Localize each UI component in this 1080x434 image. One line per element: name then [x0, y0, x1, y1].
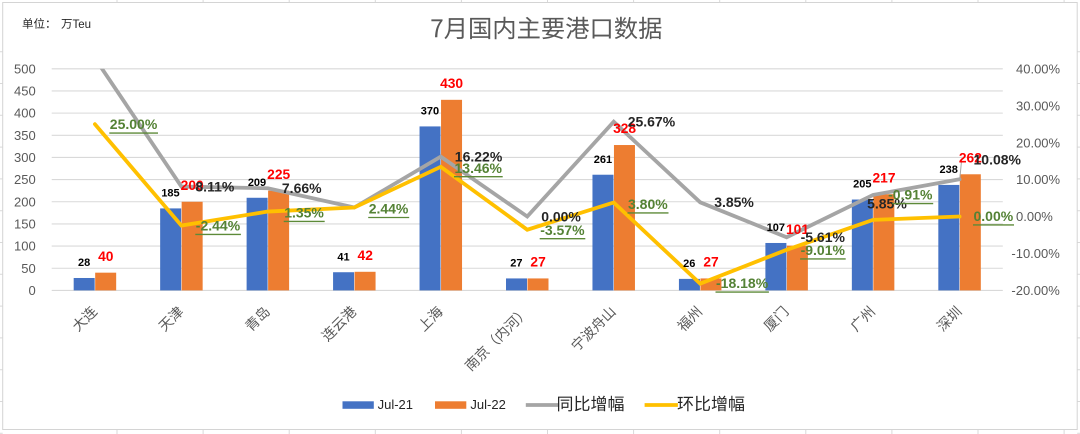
svg-text:16.22%: 16.22% [455, 148, 503, 164]
svg-text:28: 28 [78, 257, 90, 269]
svg-text:200: 200 [181, 178, 204, 193]
svg-text:261: 261 [594, 154, 612, 166]
svg-text:238: 238 [940, 164, 958, 176]
svg-text:350: 350 [14, 128, 36, 143]
svg-text:1.35%: 1.35% [284, 205, 324, 221]
svg-text:26: 26 [683, 258, 695, 270]
svg-text:40: 40 [98, 249, 114, 264]
svg-text:41: 41 [337, 251, 349, 263]
svg-text:Jul-21: Jul-21 [378, 397, 413, 412]
svg-text:450: 450 [14, 84, 36, 99]
svg-text:328: 328 [613, 121, 636, 136]
svg-text:-9.01%: -9.01% [801, 242, 846, 258]
svg-text:-2.44%: -2.44% [196, 218, 241, 234]
svg-text:27: 27 [530, 255, 546, 270]
svg-text:10.08%: 10.08% [974, 151, 1022, 167]
svg-text:Jul-22: Jul-22 [470, 397, 505, 412]
svg-text:262: 262 [959, 151, 982, 166]
svg-text:300: 300 [14, 150, 36, 165]
svg-text:400: 400 [14, 106, 36, 121]
svg-text:25.00%: 25.00% [110, 116, 158, 132]
svg-text:107: 107 [767, 222, 785, 234]
svg-text:209: 209 [248, 177, 266, 189]
svg-text:101: 101 [786, 222, 809, 237]
svg-text:50: 50 [21, 261, 35, 276]
svg-text:-20.00%: -20.00% [1011, 283, 1060, 298]
svg-text:40.00%: 40.00% [1016, 61, 1061, 76]
svg-text:13.46%: 13.46% [455, 160, 503, 176]
svg-text:500: 500 [14, 61, 36, 76]
svg-text:20.00%: 20.00% [1016, 135, 1061, 150]
svg-text:5.85%: 5.85% [867, 195, 907, 211]
svg-text:217: 217 [872, 170, 895, 185]
svg-text:205: 205 [853, 179, 871, 191]
svg-text:Teu: Teu [73, 19, 92, 31]
svg-text:42: 42 [358, 248, 374, 263]
svg-text:2.44%: 2.44% [369, 201, 409, 217]
svg-text:0.00%: 0.00% [974, 208, 1014, 224]
svg-text:-0.91%: -0.91% [888, 187, 933, 203]
svg-text:30.00%: 30.00% [1016, 98, 1061, 113]
svg-text:-18.18%: -18.18% [716, 275, 769, 291]
svg-text:27: 27 [510, 258, 522, 270]
svg-text:250: 250 [14, 172, 36, 187]
svg-text:10.00%: 10.00% [1016, 172, 1061, 187]
svg-text:200: 200 [14, 194, 36, 209]
svg-text:100: 100 [14, 239, 36, 254]
svg-text:185: 185 [161, 188, 179, 200]
svg-text:3.80%: 3.80% [628, 196, 668, 212]
svg-text:-3.57%: -3.57% [540, 222, 585, 238]
svg-text:0.00%: 0.00% [541, 208, 581, 224]
svg-text:3.85%: 3.85% [714, 194, 754, 210]
svg-text:0: 0 [28, 283, 35, 298]
svg-text:0.00%: 0.00% [1016, 209, 1053, 224]
svg-text:-5.61%: -5.61% [801, 229, 846, 245]
svg-text:225: 225 [267, 167, 290, 182]
svg-text:27: 27 [703, 255, 719, 270]
svg-text:8.11%: 8.11% [195, 178, 234, 194]
svg-text:-10.00%: -10.00% [1011, 246, 1060, 261]
svg-text:7.66%: 7.66% [282, 180, 322, 196]
svg-text:430: 430 [440, 76, 463, 91]
svg-text:150: 150 [14, 217, 36, 232]
svg-text:25.67%: 25.67% [628, 114, 676, 130]
svg-text:370: 370 [421, 106, 439, 118]
